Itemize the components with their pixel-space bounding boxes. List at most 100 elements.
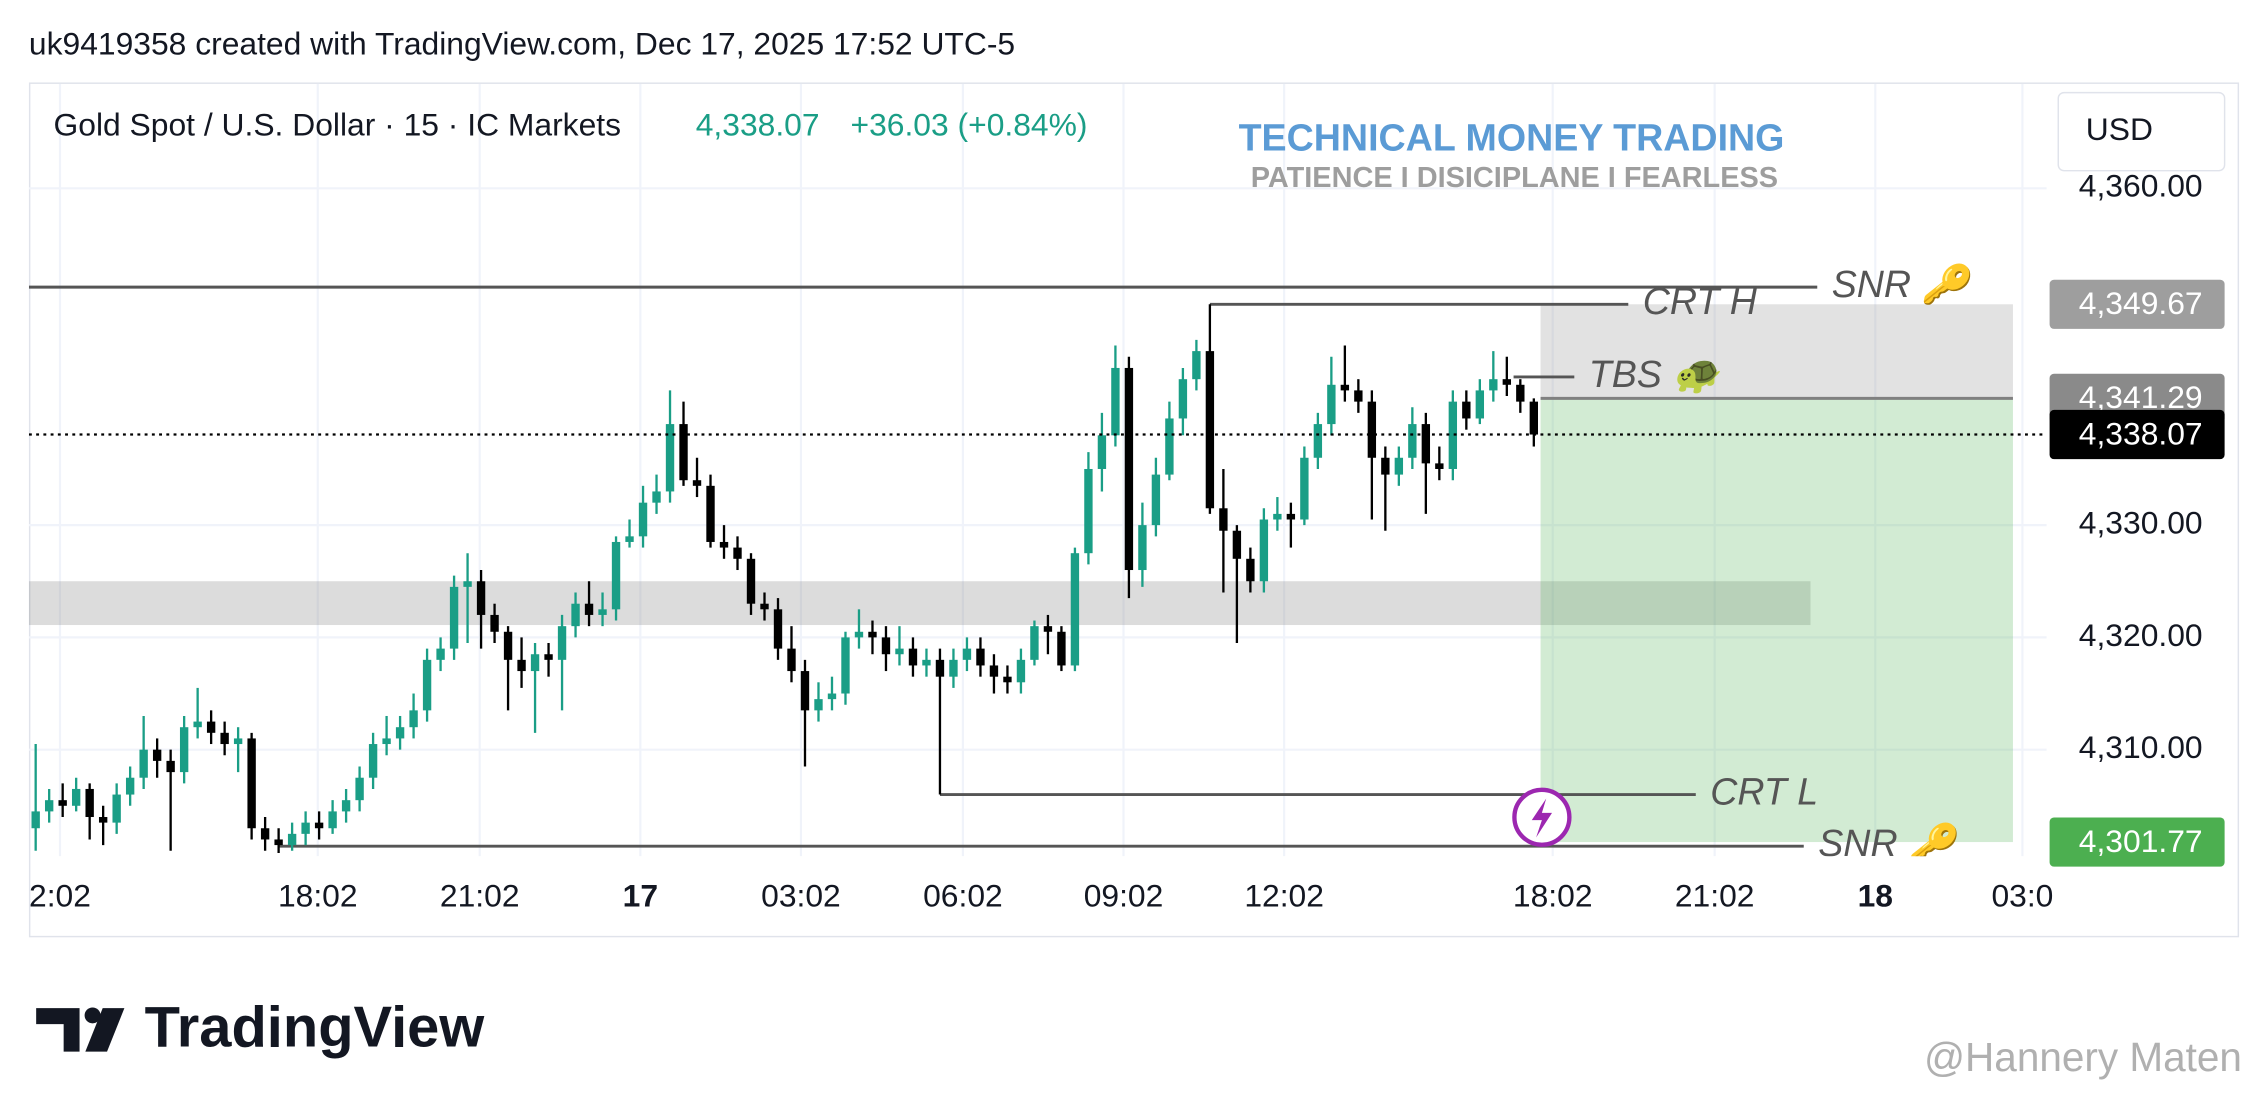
candle-body xyxy=(463,581,472,587)
candle-body xyxy=(112,794,121,823)
candle-body xyxy=(206,721,216,733)
candle-body xyxy=(1502,379,1512,385)
candle-body xyxy=(1124,367,1134,571)
candle-body xyxy=(1408,424,1417,458)
candle-body xyxy=(1529,401,1539,435)
candle-body xyxy=(746,558,756,604)
candle-body xyxy=(611,541,621,610)
brand-logo xyxy=(36,1007,125,1052)
candle-body xyxy=(787,648,796,672)
price-label: 4,301.77 xyxy=(2079,823,2203,859)
candle-body xyxy=(1084,468,1093,554)
candle-body xyxy=(409,710,418,728)
candle-body xyxy=(1016,659,1026,683)
y-tick-label: 4,320.00 xyxy=(2079,617,2203,653)
candle-body xyxy=(638,502,648,537)
candle-body xyxy=(679,424,688,481)
candle-body xyxy=(1313,424,1323,458)
chart-title: TECHNICAL MONEY TRADING xyxy=(1239,116,1785,158)
overlay: 4,310.00 4,320.00 4,330.00 4,360.00 2:02 18:0… xyxy=(29,168,2225,914)
annotation-label: SNR 🔑 xyxy=(1818,820,1963,866)
y-tick-label: 4,330.00 xyxy=(2079,505,2203,541)
x-tick-label: 12:02 xyxy=(1244,878,1324,914)
candle-body xyxy=(922,659,931,666)
candle-body xyxy=(868,631,877,638)
candle-body xyxy=(139,749,148,778)
candle-body xyxy=(706,485,715,542)
candle-body xyxy=(179,727,189,773)
x-tick-label: 09:02 xyxy=(1084,878,1164,914)
annotation-label: SNR 🔑 xyxy=(1832,261,1977,307)
price-label: 4,338.07 xyxy=(2079,415,2203,451)
candle-body xyxy=(1043,626,1053,632)
candle-body xyxy=(544,654,553,660)
candle-body xyxy=(44,800,54,812)
price-label-box xyxy=(2049,817,2225,867)
brand: TradingView xyxy=(145,996,486,1060)
candle-body xyxy=(692,480,702,486)
candle-body xyxy=(895,648,904,655)
candle-body xyxy=(814,699,823,711)
candle-body xyxy=(1381,457,1390,475)
candle-body xyxy=(355,777,364,801)
candle-body xyxy=(800,671,810,711)
candle-body xyxy=(1192,351,1201,380)
last-price: 4,338.07 xyxy=(696,107,820,143)
candle-body xyxy=(247,738,256,829)
candle-body xyxy=(571,603,580,627)
candle-body xyxy=(58,800,67,806)
price-change: +36.03 (+0.84%) xyxy=(851,107,1088,143)
candle-body xyxy=(598,609,607,615)
candle-body xyxy=(949,659,958,677)
x-tick-label: 21:02 xyxy=(440,878,520,914)
candle-body xyxy=(1300,457,1309,520)
candle-body xyxy=(152,749,162,761)
x-tick-label: 18 xyxy=(1858,878,1893,914)
candle-body xyxy=(530,654,540,672)
candle-body xyxy=(760,603,769,610)
candle-body xyxy=(1475,390,1485,419)
x-tick-label: 17 xyxy=(623,878,658,914)
candle-body xyxy=(301,822,310,834)
x-tick-label: 21:02 xyxy=(1675,878,1755,914)
symbol: Gold Spot / U.S. Dollar · 15 · IC Market… xyxy=(54,107,621,143)
candle-body xyxy=(1057,631,1066,666)
candle-body xyxy=(1003,676,1012,683)
x-tick-label: 03:02 xyxy=(761,878,841,914)
candle-body xyxy=(1097,435,1107,469)
currency[interactable]: USD xyxy=(2086,111,2153,147)
candle-body xyxy=(773,609,783,649)
candle-body xyxy=(85,788,94,818)
annotation-label: CRT L xyxy=(1710,770,1818,812)
candle-body xyxy=(193,721,202,728)
candle-body xyxy=(1205,351,1215,509)
currency-button[interactable] xyxy=(2057,91,2226,172)
candle-body xyxy=(395,727,405,739)
candle-body xyxy=(625,536,634,542)
candle-body xyxy=(341,800,351,812)
candle-body xyxy=(584,603,594,615)
profit-zone xyxy=(1540,398,2013,843)
candle-body xyxy=(490,614,499,632)
candle-body xyxy=(935,659,945,677)
candle-body xyxy=(1367,401,1377,458)
candle-body xyxy=(1138,525,1147,571)
candle-body xyxy=(328,811,337,829)
candle-body xyxy=(908,648,918,666)
candle-body xyxy=(422,659,432,711)
candle-body xyxy=(368,744,378,778)
candle-body xyxy=(260,828,270,840)
x-tick-label: 06:02 xyxy=(923,878,1003,914)
candle-body xyxy=(274,839,283,846)
candle-body xyxy=(31,811,40,829)
candle-body xyxy=(1111,367,1120,436)
candle-body xyxy=(1286,513,1296,520)
candle-body xyxy=(1327,384,1336,425)
candle-body xyxy=(1151,474,1161,526)
price-label: 4,349.67 xyxy=(2079,285,2203,321)
watermark: @Hannery Maten xyxy=(1924,1034,2242,1080)
loss-zone xyxy=(1540,304,2013,399)
candle-body xyxy=(1421,424,1431,464)
